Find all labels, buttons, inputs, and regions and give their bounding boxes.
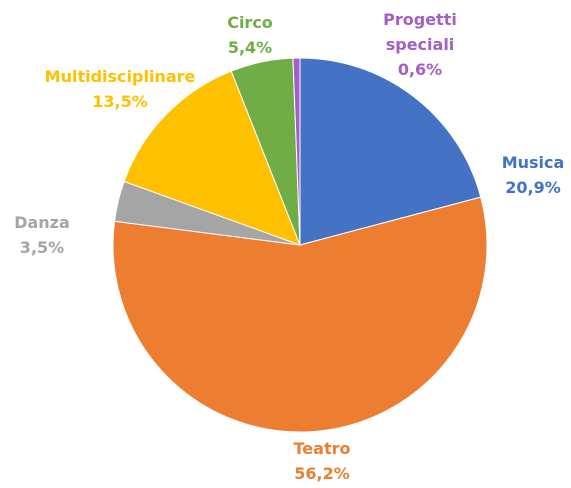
- value-label: 20,9%: [505, 178, 561, 197]
- pie-slice: [112, 196, 488, 433]
- value-label: 5,4%: [227, 38, 273, 57]
- slice-label: Circo 5,4%: [227, 10, 273, 60]
- pie-slice: [292, 57, 301, 246]
- category-label: Circo: [227, 13, 273, 32]
- slice-label: Danza 3,5%: [14, 210, 70, 260]
- value-label: 3,5%: [19, 238, 65, 257]
- slice-label: Progetti speciali 0,6%: [375, 7, 465, 82]
- slice-label: Teatro 56,2%: [294, 436, 351, 486]
- category-label: Teatro: [293, 439, 351, 458]
- slice-label: Musica 20,9%: [502, 150, 565, 200]
- pie-slice: [299, 57, 482, 246]
- category-label: Progetti speciali: [383, 10, 457, 54]
- pie-slice: [123, 70, 301, 246]
- slice-label: Multidisciplinare 13,5%: [45, 64, 196, 114]
- category-label: Multidisciplinare: [44, 67, 196, 86]
- value-label: 13,5%: [92, 92, 148, 111]
- category-label: Danza: [14, 213, 70, 232]
- category-label: Musica: [501, 153, 565, 172]
- value-label: 0,6%: [397, 60, 443, 79]
- value-label: 56,2%: [294, 464, 350, 483]
